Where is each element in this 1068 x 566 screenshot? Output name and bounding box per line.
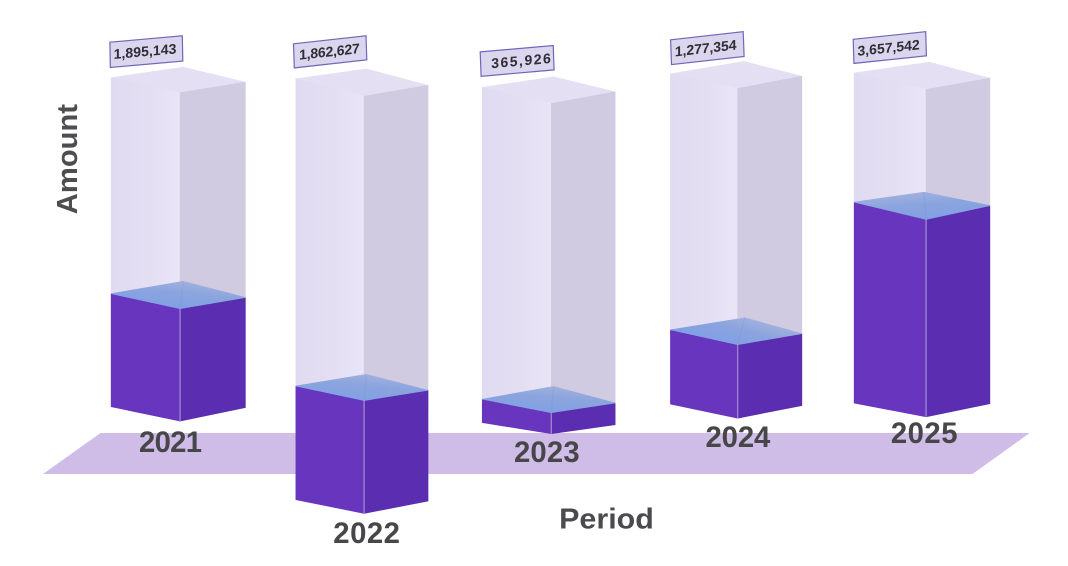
svg-text:3,657,542: 3,657,542 <box>858 36 920 59</box>
svg-text:1,277,354: 1,277,354 <box>675 37 737 60</box>
svg-text:Amount: Amount <box>52 104 84 215</box>
svg-text:2022: 2022 <box>333 517 400 550</box>
svg-text:2025: 2025 <box>891 417 958 450</box>
svg-text:1,895,143: 1,895,143 <box>114 40 177 62</box>
svg-text:2024: 2024 <box>706 421 772 454</box>
svg-text:Period: Period <box>559 504 654 536</box>
svg-text:1,862,627: 1,862,627 <box>299 40 360 63</box>
svg-text:2021: 2021 <box>139 426 202 459</box>
svg-text:365,926: 365,926 <box>491 50 551 71</box>
svg-text:2023: 2023 <box>514 436 580 469</box>
